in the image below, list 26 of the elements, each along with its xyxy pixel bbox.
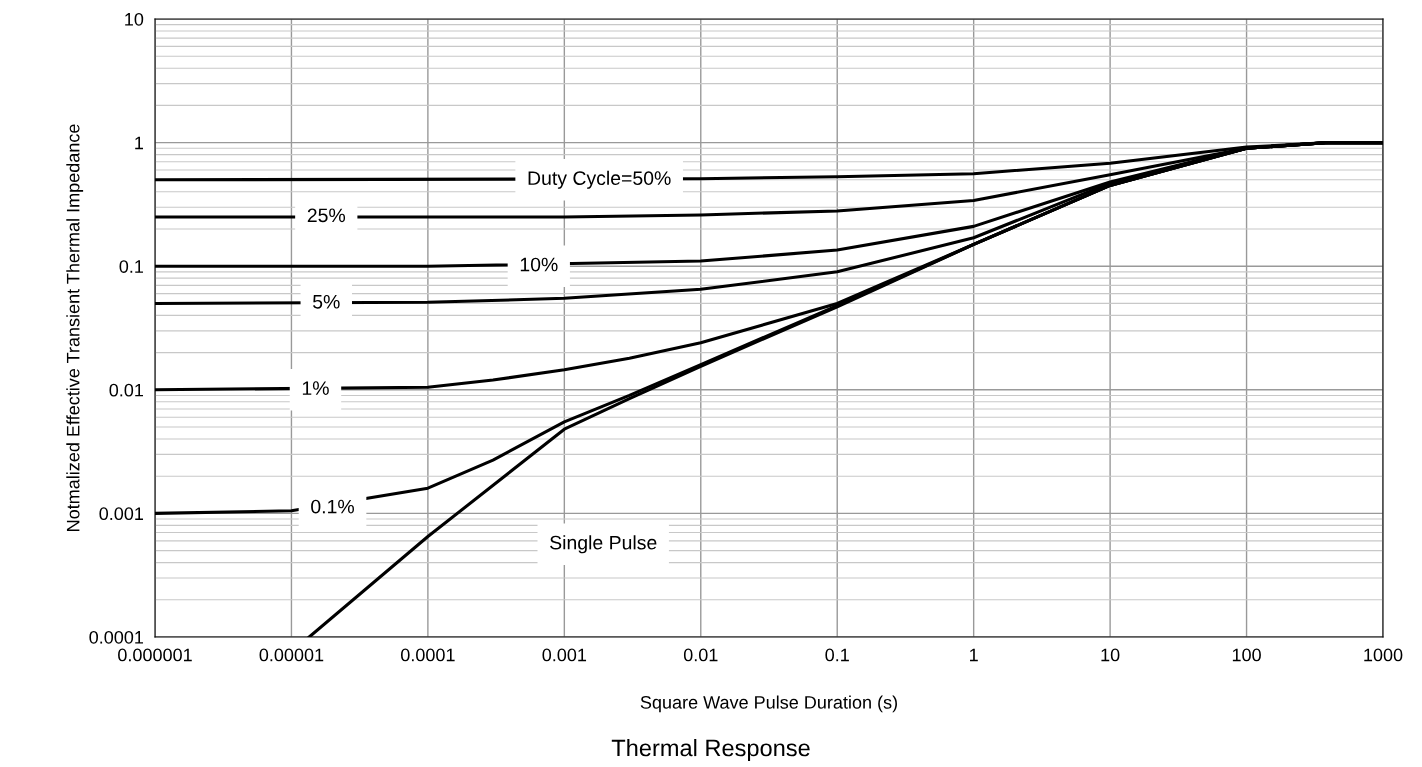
x-tick-label: 100 <box>1232 648 1261 662</box>
annotation: Duty Cycle=50% <box>528 170 671 189</box>
x-tick-label: 0.1 <box>825 648 849 662</box>
annotation: 1% <box>302 381 329 395</box>
y-tick-label: 0.0001 <box>89 630 144 644</box>
y-tick-label: 0.01 <box>109 383 144 397</box>
text: Thermal Response <box>611 738 810 761</box>
x-tick-label: 1 <box>970 648 978 662</box>
y-tick-label: 10 <box>125 12 144 26</box>
annotation: Single Pulse <box>550 535 657 554</box>
annotation: 5% <box>313 294 340 309</box>
annotation: 25% <box>307 208 346 223</box>
x-tick-label: 0.000001 <box>118 648 192 662</box>
y-tick-label: 0.001 <box>99 507 144 521</box>
y-tick-label: 0.1 <box>119 260 144 273</box>
y-axis-title: Notmalized Effective Transient Thermal Impedance <box>66 124 84 531</box>
x-tick-label: 0.0001 <box>400 648 455 662</box>
x-tick-label: 1000 <box>1364 648 1403 662</box>
annotation: 10% <box>520 257 558 272</box>
x-tick-label: 0.00001 <box>259 648 324 662</box>
annotation: 0.1% <box>311 499 354 514</box>
x-axis-title: Square Wave Pulse Duration (s) <box>640 695 897 713</box>
x-tick-label: 0.01 <box>683 648 718 662</box>
x-tick-label: 10 <box>1101 648 1120 662</box>
x-tick-label: 0.001 <box>542 648 587 662</box>
y-tick-label: 1 <box>135 136 144 150</box>
